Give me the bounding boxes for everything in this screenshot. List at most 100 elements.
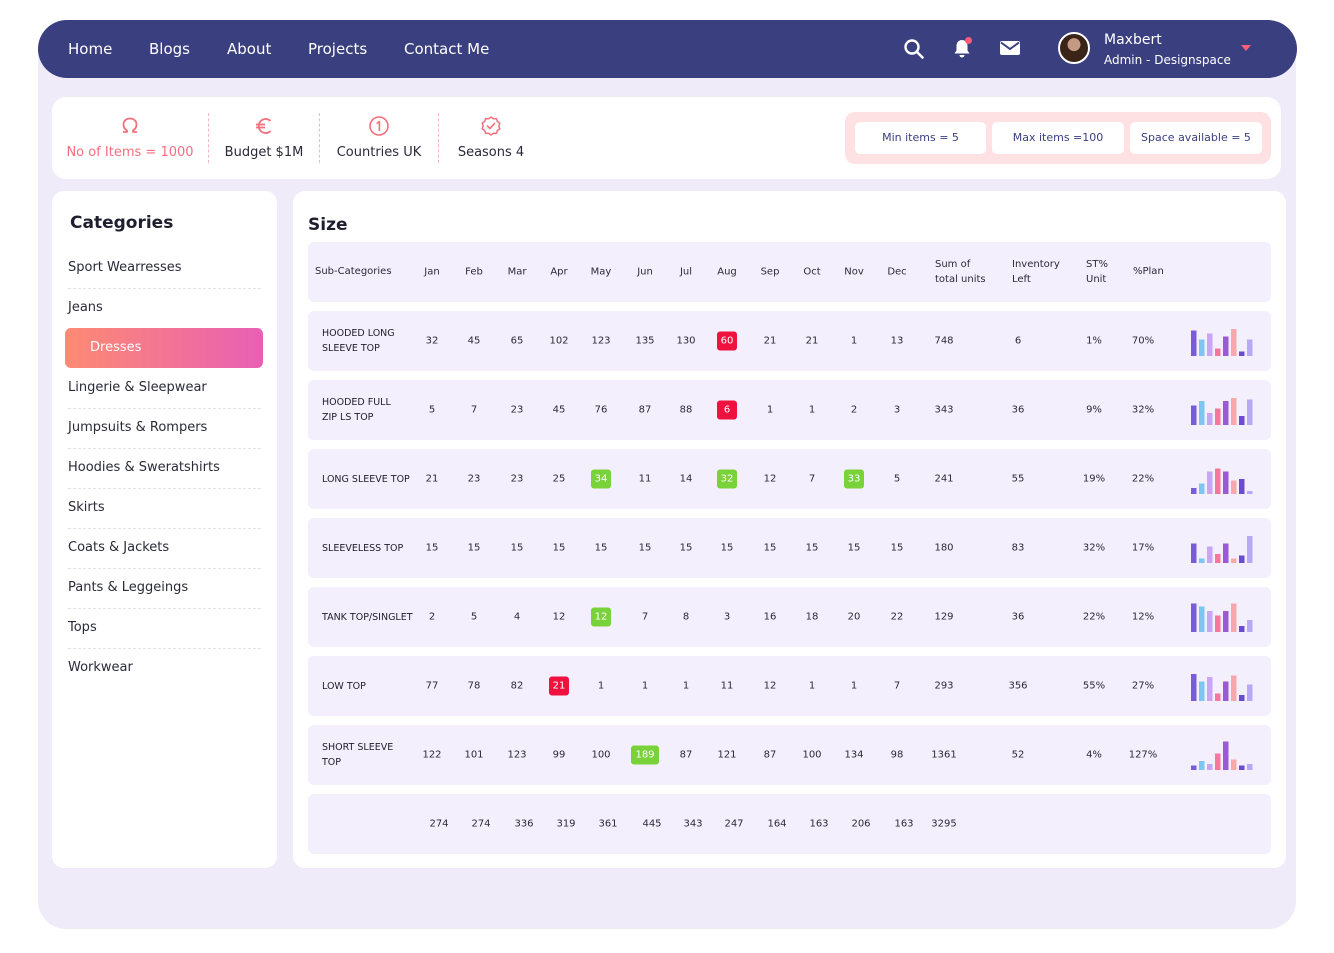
value-badge-red[interactable]: 21 xyxy=(549,676,569,696)
month-value: 101 xyxy=(464,749,484,761)
sparkline-bar xyxy=(1223,681,1229,701)
divider xyxy=(68,528,261,529)
badge-check-icon xyxy=(481,116,501,136)
size-title: Size xyxy=(308,215,348,235)
nav-projects[interactable]: Projects xyxy=(308,40,368,58)
month-value: 98 xyxy=(890,749,904,761)
inventory-value: 6 xyxy=(1014,335,1022,347)
table-row[interactable] xyxy=(308,518,1271,578)
sparkline-bar xyxy=(1231,675,1237,701)
column-header-inventory: Inventory Left xyxy=(1012,259,1060,285)
table-row[interactable] xyxy=(308,449,1271,509)
mail-icon[interactable] xyxy=(998,36,1022,60)
total-value: 319 xyxy=(556,818,576,830)
nav-home[interactable]: Home xyxy=(68,40,113,58)
month-value: 2 xyxy=(428,611,436,623)
nav-contact[interactable]: Contact Me xyxy=(404,40,490,58)
sum-value: 343 xyxy=(934,404,954,416)
column-header-sum: Sum of total units xyxy=(935,259,986,285)
month-value: 78 xyxy=(467,680,481,692)
sparkline-bar xyxy=(1231,759,1237,770)
sparkline-bar xyxy=(1215,408,1221,425)
sparkline-bar xyxy=(1199,483,1205,494)
category-jumpsuits[interactable]: Jumpsuits & Rompers xyxy=(68,420,208,435)
column-header-feb: Feb xyxy=(465,266,483,278)
table-row[interactable] xyxy=(308,725,1271,785)
sparkline-bar xyxy=(1231,480,1237,494)
value-badge-green[interactable]: 189 xyxy=(631,745,659,765)
sparkline-bar xyxy=(1247,684,1253,701)
month-value: 87 xyxy=(679,749,693,761)
month-value: 134 xyxy=(844,749,864,761)
nav-about[interactable]: About xyxy=(227,40,272,58)
st-value: 1% xyxy=(1086,335,1102,347)
sparkline-bar xyxy=(1215,753,1221,770)
category-dresses[interactable]: Dresses xyxy=(65,328,263,368)
sparkline-bar xyxy=(1191,543,1197,563)
plan-value: 12% xyxy=(1131,611,1155,623)
user-role: Admin - Designspace xyxy=(1104,53,1231,67)
column-header-sep: Sep xyxy=(760,266,780,278)
stat-budget: Budget $1M xyxy=(214,97,314,179)
month-value: 1 xyxy=(850,680,858,692)
month-value: 3 xyxy=(893,404,901,416)
table-row[interactable] xyxy=(308,587,1271,647)
month-value: 7 xyxy=(641,611,649,623)
column-header-jan: Jan xyxy=(424,266,440,278)
value-badge-red[interactable]: 6 xyxy=(717,400,737,420)
category-pants[interactable]: Pants & Leggeings xyxy=(68,580,189,595)
avatar[interactable] xyxy=(1058,32,1090,64)
sparkline-bar xyxy=(1239,765,1245,770)
category-hoodies[interactable]: Hoodies & Sweratshirts xyxy=(68,460,220,475)
chevron-down-icon[interactable] xyxy=(1241,45,1251,51)
value-badge-green[interactable]: 34 xyxy=(591,469,611,489)
category-skirts[interactable]: Skirts xyxy=(68,500,105,515)
month-value: 45 xyxy=(467,335,481,347)
inventory-value: 36 xyxy=(1011,404,1025,416)
value-badge-green[interactable]: 32 xyxy=(717,469,737,489)
month-value: 100 xyxy=(802,749,822,761)
sparkline-chart xyxy=(1191,536,1253,563)
sparkline-bar xyxy=(1199,558,1205,563)
month-value: 15 xyxy=(679,542,693,554)
st-value: 32% xyxy=(1082,542,1106,554)
month-value: 15 xyxy=(594,542,608,554)
table-header-row xyxy=(308,242,1271,302)
table-row[interactable] xyxy=(308,311,1271,371)
value-badge-green[interactable]: 12 xyxy=(591,607,611,627)
circle-one-icon xyxy=(369,116,389,136)
month-value: 82 xyxy=(510,680,524,692)
sub-category-name: SLEEVELESS TOP xyxy=(322,542,404,554)
sparkline-bar xyxy=(1207,677,1213,701)
sum-value: 129 xyxy=(934,611,954,623)
table-row[interactable] xyxy=(308,656,1271,716)
total-value: 163 xyxy=(894,818,914,830)
sparkline-bar xyxy=(1207,471,1213,494)
column-header-sub-categories: Sub-Categories xyxy=(315,266,392,277)
category-coats[interactable]: Coats & Jackets xyxy=(68,540,170,555)
column-header-aug: Aug xyxy=(717,266,737,278)
search-icon[interactable] xyxy=(902,37,926,61)
category-jeans[interactable]: Jeans xyxy=(68,300,103,315)
value-badge-red[interactable]: 60 xyxy=(717,331,737,351)
sparkline-bar xyxy=(1207,546,1213,563)
divider xyxy=(68,488,261,489)
category-sport-wearresses[interactable]: Sport Wearresses xyxy=(68,260,182,275)
category-lingerie[interactable]: Lingerie & Sleepwear xyxy=(68,380,207,395)
sub-category-name: TANK TOP/SINGLET xyxy=(322,611,413,623)
month-value: 65 xyxy=(510,335,524,347)
table-row[interactable] xyxy=(308,380,1271,440)
value-badge-green[interactable]: 33 xyxy=(844,469,864,489)
month-value: 15 xyxy=(890,542,904,554)
sparkline-chart xyxy=(1191,468,1253,494)
stat-countries: Countries UK xyxy=(326,97,432,179)
sum-value: 293 xyxy=(934,680,954,692)
category-tops[interactable]: Tops xyxy=(68,620,97,635)
st-value: 22% xyxy=(1082,611,1106,623)
sparkline-bar xyxy=(1239,416,1245,425)
sparkline-bar xyxy=(1223,401,1229,425)
total-value: 361 xyxy=(598,818,618,830)
nav-blogs[interactable]: Blogs xyxy=(149,40,190,58)
category-workwear[interactable]: Workwear xyxy=(68,660,133,675)
month-value: 87 xyxy=(763,749,777,761)
